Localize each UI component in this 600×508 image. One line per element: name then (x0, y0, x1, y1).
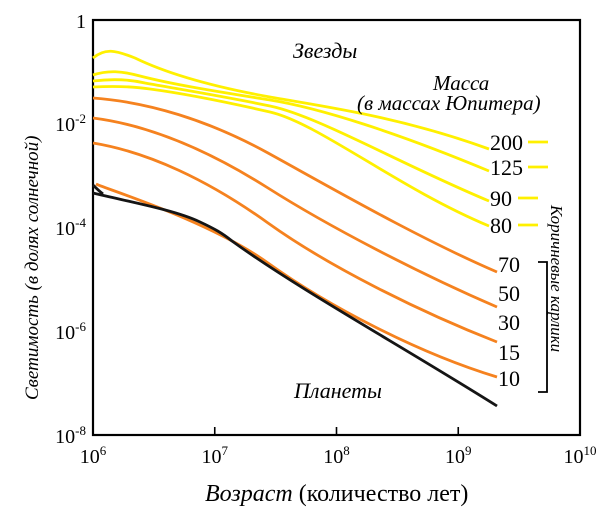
svg-text:30: 30 (498, 310, 520, 335)
svg-text:15: 15 (498, 340, 520, 365)
svg-text:10: 10 (498, 366, 520, 391)
svg-text:10-6: 10-6 (55, 319, 86, 344)
svg-text:108: 108 (323, 443, 350, 468)
svg-text:90: 90 (490, 186, 512, 211)
svg-text:50: 50 (498, 281, 520, 306)
svg-text:200: 200 (490, 130, 523, 155)
svg-text:10-4: 10-4 (55, 215, 86, 240)
svg-text:1010: 1010 (564, 443, 597, 468)
svg-text:107: 107 (202, 443, 229, 468)
svg-text:109: 109 (445, 443, 472, 468)
svg-text:70: 70 (498, 252, 520, 277)
svg-text:106: 106 (80, 443, 107, 468)
svg-text:10-2: 10-2 (55, 111, 86, 136)
svg-text:80: 80 (490, 213, 512, 238)
svg-text:1: 1 (76, 11, 86, 33)
svg-text:10-8: 10-8 (55, 423, 86, 448)
svg-text:125: 125 (490, 155, 523, 180)
